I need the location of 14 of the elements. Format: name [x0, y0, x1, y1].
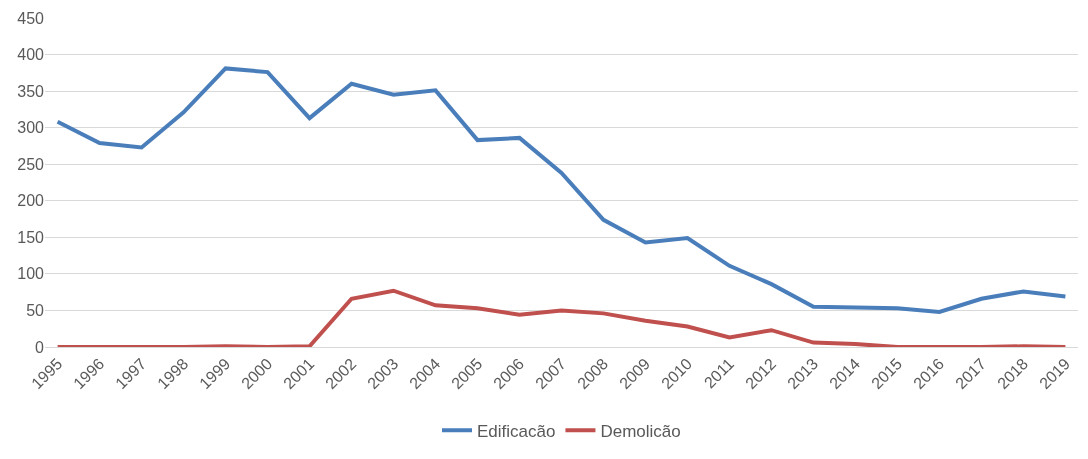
- y-tick-label: 250: [17, 155, 45, 173]
- y-tick-label: 350: [17, 82, 45, 100]
- legend-label: Demolicão: [600, 421, 681, 441]
- y-tick-label: 450: [17, 9, 45, 27]
- y-tick-label: 50: [26, 302, 45, 320]
- y-tick-label: 300: [17, 119, 45, 137]
- y-tick-label: 100: [17, 265, 45, 283]
- legend-label: Edificacão: [477, 421, 556, 441]
- line-series: [55, 66, 1068, 314]
- y-tick-label: 400: [17, 46, 45, 64]
- line-series: [55, 288, 1068, 347]
- y-tick-label: 0: [35, 338, 45, 356]
- y-tick-label: 150: [17, 228, 45, 246]
- y-tick-label: 200: [17, 192, 45, 210]
